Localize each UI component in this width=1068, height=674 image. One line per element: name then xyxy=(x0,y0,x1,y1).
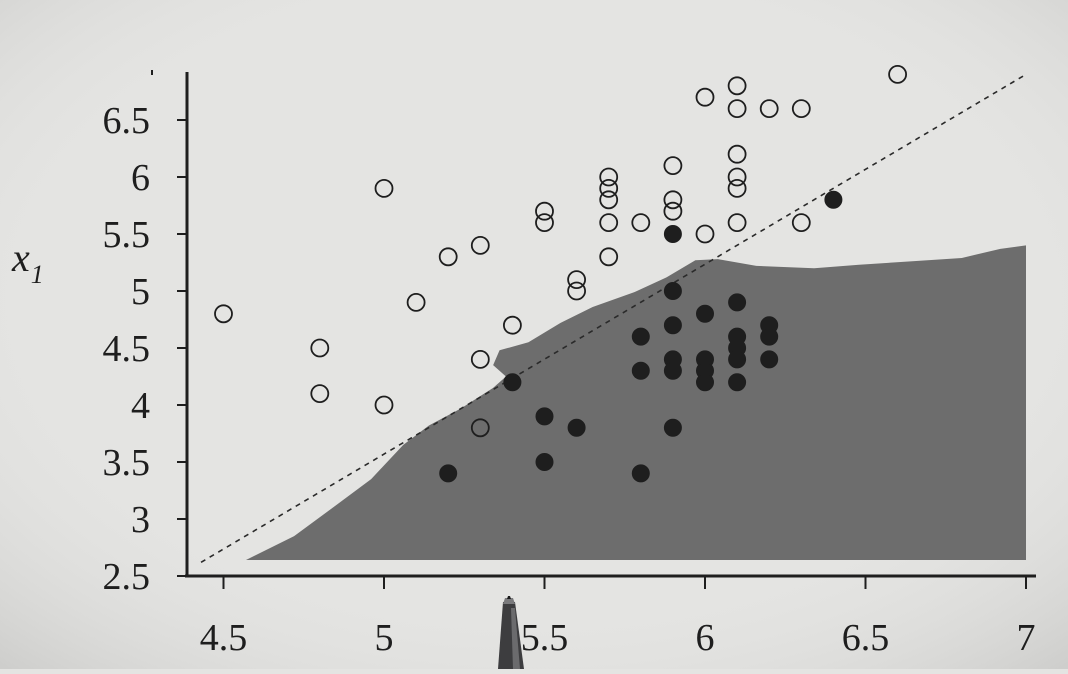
filled-point-24 xyxy=(760,327,779,346)
filled-point-25 xyxy=(760,350,779,369)
open-point-2 xyxy=(310,384,330,404)
y-tick-label: 6 xyxy=(131,157,150,199)
open-point-18 xyxy=(599,213,619,233)
open-point-27 xyxy=(727,99,747,118)
filled-point-2 xyxy=(535,407,554,426)
y-axis-ticks: 2.5 3 3.5 4 4.5 5 5.5 6 6.5 xyxy=(103,100,187,598)
filled-point-17 xyxy=(696,373,714,392)
open-point-20 xyxy=(631,213,651,233)
open-point-35 xyxy=(888,65,907,84)
open-point-28 xyxy=(727,144,747,164)
filled-point-4 xyxy=(567,418,586,437)
open-point-19 xyxy=(599,247,619,267)
open-point-6 xyxy=(438,247,458,267)
open-point-4 xyxy=(374,395,394,415)
filled-point-0 xyxy=(439,464,458,483)
x-axis-ticks: 4.5 5 5.5 6 6.5 7 xyxy=(200,576,1036,659)
y-tick-label: 4.5 xyxy=(103,328,151,370)
open-point-33 xyxy=(791,99,811,118)
x-tick-label: 5.5 xyxy=(521,617,569,659)
filled-point-13 xyxy=(663,418,682,437)
open-point-7 xyxy=(470,235,490,255)
x-tick-label: 4.5 xyxy=(200,617,248,659)
filled-point-5 xyxy=(631,327,650,346)
x-tick-label: 7 xyxy=(1017,617,1036,659)
filled-point-3 xyxy=(535,453,554,471)
open-point-17 xyxy=(599,190,619,210)
open-point-29 xyxy=(727,167,747,187)
y-tick-label: 3 xyxy=(131,499,150,541)
filled-point-1 xyxy=(503,373,522,392)
y-axis-label-subscript: 1 xyxy=(31,260,44,289)
open-point-21 xyxy=(663,156,683,176)
filled-point-18 xyxy=(728,293,747,312)
open-point-11 xyxy=(535,201,554,221)
open-point-22 xyxy=(663,190,683,210)
y-tick-label: 3.5 xyxy=(103,442,151,484)
open-point-12 xyxy=(535,213,554,233)
x-tick-label: 5 xyxy=(375,617,394,659)
y-tick-label: 6.5 xyxy=(103,100,151,142)
filled-point-9 xyxy=(663,282,682,300)
filled-point-7 xyxy=(631,464,650,483)
open-point-24 xyxy=(695,87,715,107)
y-axis-label: x1 xyxy=(11,235,44,289)
y-tick-label: 4 xyxy=(131,385,150,427)
y-tick-label: 2.5 xyxy=(103,556,151,598)
y-axis-label-main: x xyxy=(11,235,30,280)
filled-point-8 xyxy=(663,225,682,243)
shaded-decision-region xyxy=(245,245,1027,561)
y-tick-label: 5.5 xyxy=(103,214,151,256)
open-point-14 xyxy=(567,281,586,301)
open-point-34 xyxy=(791,213,811,233)
filled-point-14 xyxy=(696,304,714,323)
open-point-10 xyxy=(503,315,522,335)
pen-tip-pointer xyxy=(498,596,524,669)
open-point-30 xyxy=(727,178,747,198)
data-points xyxy=(214,65,907,483)
open-point-26 xyxy=(727,76,747,96)
open-point-3 xyxy=(374,178,394,198)
x-tick-label: 6.5 xyxy=(842,617,890,659)
open-point-31 xyxy=(727,213,747,233)
filled-point-10 xyxy=(663,316,682,335)
filled-point-22 xyxy=(728,373,747,392)
open-point-1 xyxy=(310,338,330,358)
filled-point-6 xyxy=(631,361,650,380)
open-point-13 xyxy=(567,270,586,290)
open-point-15 xyxy=(599,167,619,187)
filled-point-26 xyxy=(824,190,843,209)
x-tick-label: 6 xyxy=(696,617,715,659)
y-tick-label: 5 xyxy=(131,271,150,313)
filled-point-12 xyxy=(663,361,682,380)
open-point-32 xyxy=(759,99,779,118)
open-point-25 xyxy=(695,224,715,244)
open-point-9 xyxy=(470,418,490,438)
open-point-5 xyxy=(406,292,426,312)
open-point-16 xyxy=(599,178,619,198)
open-point-0 xyxy=(214,304,233,324)
open-point-23 xyxy=(663,201,683,221)
open-point-8 xyxy=(470,349,490,369)
filled-point-21 xyxy=(728,350,747,369)
